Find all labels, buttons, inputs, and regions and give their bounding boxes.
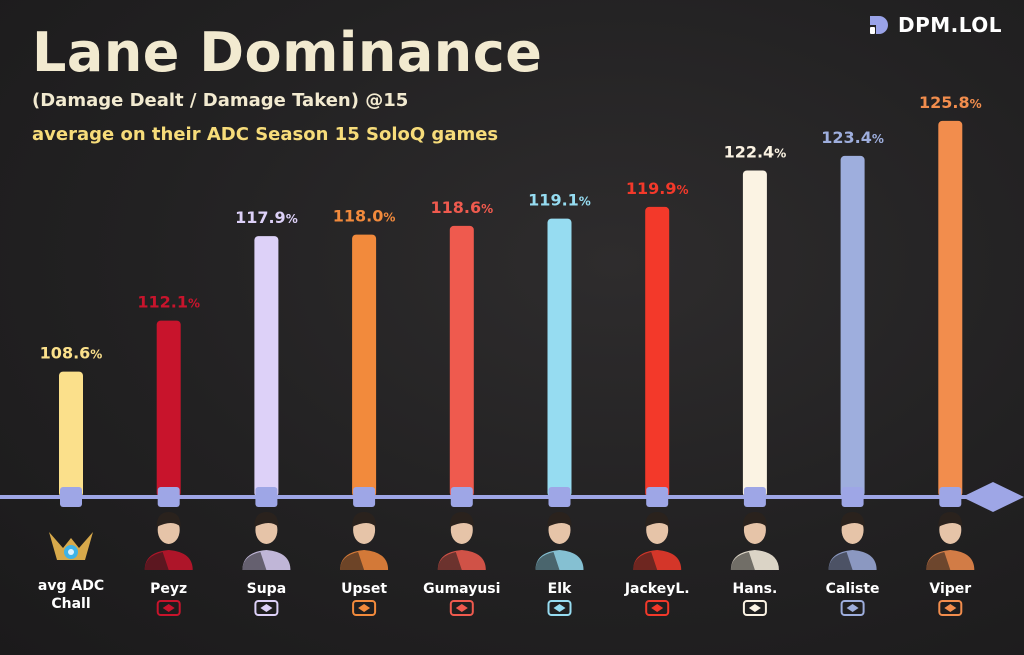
challenger-emblem-icon xyxy=(49,532,93,560)
value-unit: % xyxy=(676,183,688,197)
chart-subtitle-secondary: average on their ADC Season 15 SoloQ gam… xyxy=(32,124,499,145)
bar-hans xyxy=(742,170,767,497)
player-avg-adc-chall[interactable]: avg ADC Chall xyxy=(38,532,104,612)
player-name: avg ADC xyxy=(38,578,104,594)
player-elk[interactable]: Elk xyxy=(535,512,584,616)
brand-name: DPM.LOL xyxy=(898,13,1003,37)
avatar xyxy=(633,512,682,570)
bar-viper xyxy=(938,120,963,498)
bar-jackeyl xyxy=(645,206,670,497)
value-unit: % xyxy=(872,132,884,146)
vitality-logo-icon xyxy=(254,600,279,616)
player-supa[interactable]: Supa xyxy=(242,512,291,616)
value-label-upset: 118.0% xyxy=(333,207,396,226)
axis-marker-peyz xyxy=(157,487,180,507)
avatar xyxy=(828,512,877,570)
value-unit: % xyxy=(774,146,786,160)
value-label-avg-adc-chall: 108.6% xyxy=(40,344,103,363)
axis-marker-jackeyl xyxy=(646,487,669,507)
g2-logo-icon xyxy=(742,600,767,616)
markers-layer xyxy=(60,487,962,507)
value-unit: % xyxy=(970,97,982,111)
bar-elk xyxy=(547,218,572,498)
hle-logo-icon xyxy=(938,600,963,616)
value-label-elk: 119.1% xyxy=(528,191,591,210)
jdg-logo-icon xyxy=(156,600,181,616)
player-viper[interactable]: Viper xyxy=(926,512,975,616)
t1-logo-icon xyxy=(449,600,474,616)
player-hans[interactable]: Hans. xyxy=(730,512,779,616)
value-label-gumayusi: 118.6% xyxy=(430,198,493,217)
value-unit: % xyxy=(188,297,200,311)
chart-subtitle: (Damage Dealt / Damage Taken) @15 xyxy=(32,90,409,111)
axis-marker-caliste xyxy=(841,487,864,507)
avatar xyxy=(340,512,389,570)
value-unit: % xyxy=(383,211,395,225)
avatar xyxy=(437,512,486,570)
value-label-caliste: 123.4% xyxy=(821,128,884,147)
player-name: Elk xyxy=(548,581,572,597)
axis-marker-gumayusi xyxy=(450,487,473,507)
player-jackeyl[interactable]: JackeyL. xyxy=(624,512,690,616)
brand-logo[interactable]: DPM.LOL xyxy=(866,10,1002,40)
avatar xyxy=(926,512,975,570)
topesports-logo-icon xyxy=(645,600,670,616)
avatar xyxy=(730,512,779,570)
player-upset[interactable]: Upset xyxy=(340,512,389,616)
player-name: Caliste xyxy=(826,581,880,597)
bar-peyz xyxy=(156,320,181,497)
player-gumayusi[interactable]: Gumayusi xyxy=(423,512,500,616)
axis-marker-supa xyxy=(255,487,278,507)
axis-marker-upset xyxy=(353,487,376,507)
axis-marker-viper xyxy=(939,487,962,507)
value-unit: % xyxy=(90,348,102,362)
player-peyz[interactable]: Peyz xyxy=(144,512,193,616)
labels-layer: 108.6% 112.1% 117.9% 118.0% 118.6% 119.1% 119.… xyxy=(40,93,982,363)
player-name: Gumayusi xyxy=(423,581,500,597)
player-name: Hans. xyxy=(733,581,778,597)
value-label-jackeyl: 119.9% xyxy=(626,179,689,198)
player-name: Peyz xyxy=(150,581,187,597)
player-name: Viper xyxy=(929,581,971,597)
karmine-corp-logo-icon xyxy=(840,600,865,616)
player-name: JackeyL. xyxy=(624,581,690,597)
bar-upset xyxy=(352,234,377,497)
players-layer: avg ADC Chall Peyz Supa Upset Gumayusi Elk Jack… xyxy=(38,512,975,616)
bar-gumayusi xyxy=(449,225,474,497)
dpm-logo-icon xyxy=(870,16,888,34)
bar-supa xyxy=(254,236,279,498)
fnatic-logo-icon xyxy=(352,600,377,616)
chart-title: Lane Dominance xyxy=(32,21,543,84)
avatar xyxy=(535,512,584,570)
value-unit: % xyxy=(286,212,298,226)
axis-marker-avg-adc-chall xyxy=(60,487,82,507)
player-name-line2: Chall xyxy=(51,596,90,612)
value-label-viper: 125.8% xyxy=(919,93,982,112)
blg-logo-icon xyxy=(547,600,572,616)
player-caliste[interactable]: Caliste xyxy=(826,512,880,616)
axis-marker-hans xyxy=(743,487,766,507)
avatar xyxy=(242,512,291,570)
avatar xyxy=(144,512,193,570)
value-label-supa: 117.9% xyxy=(235,208,298,227)
value-unit: % xyxy=(579,195,591,209)
value-label-peyz: 112.1% xyxy=(137,293,200,312)
axis-marker-elk xyxy=(548,487,571,507)
value-unit: % xyxy=(481,202,493,216)
bars-layer xyxy=(59,120,963,498)
bar-caliste xyxy=(840,155,865,497)
player-name: Supa xyxy=(247,581,287,597)
bar-avg-adc-chall xyxy=(59,371,83,497)
player-name: Upset xyxy=(341,581,387,597)
axis-arrow-icon xyxy=(962,482,1024,512)
value-label-hans: 122.4% xyxy=(724,142,787,161)
